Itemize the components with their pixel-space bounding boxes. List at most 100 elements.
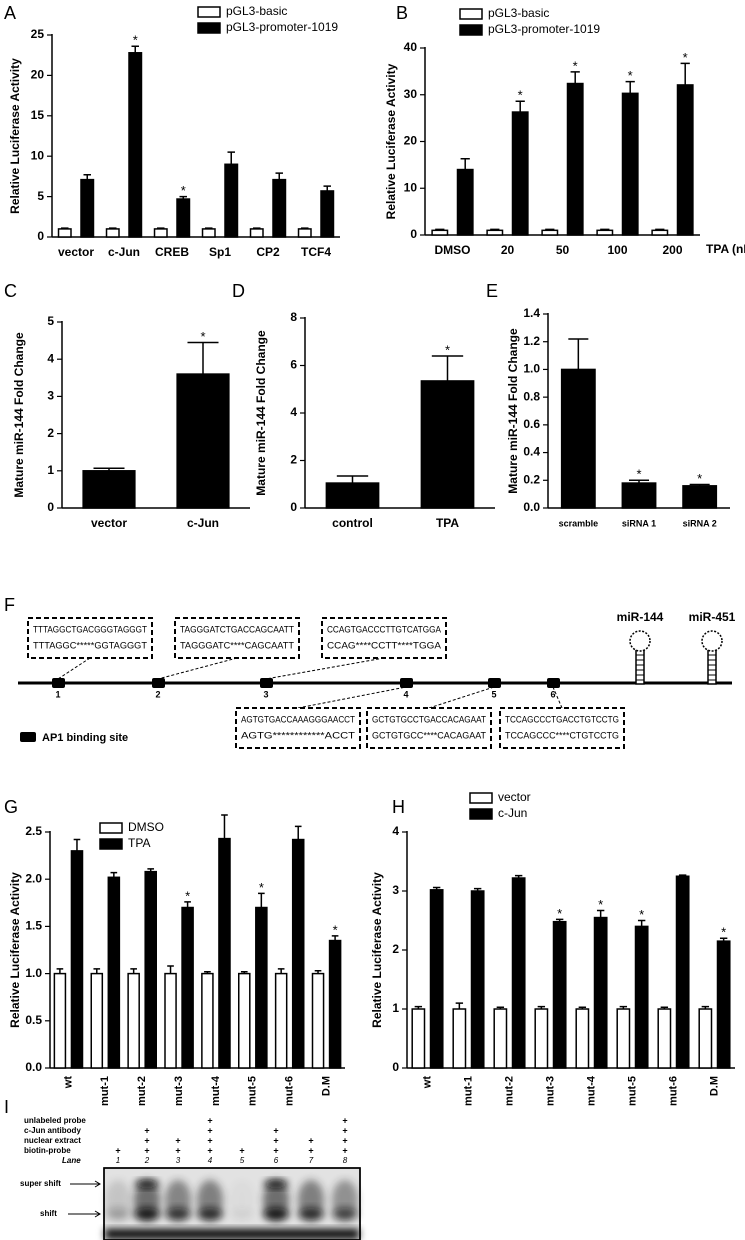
mirna-loop xyxy=(701,630,723,652)
binding-site xyxy=(400,678,413,688)
y-tick-label: 2 xyxy=(47,426,54,440)
significance-label: * xyxy=(683,50,688,65)
supershift-band xyxy=(264,1180,288,1188)
error-bar xyxy=(56,968,64,974)
y-tick-label: 1.0 xyxy=(523,362,540,376)
significance-label: * xyxy=(573,58,578,73)
x-tick-label: mut-4 xyxy=(585,1075,597,1106)
bar xyxy=(297,228,312,238)
y-tick-label: 0 xyxy=(290,500,297,514)
x-axis-label: TPA (nM) xyxy=(706,242,745,256)
lane-mark: + xyxy=(308,1135,313,1145)
y-tick-label: 40 xyxy=(404,40,418,54)
band-marker: shift xyxy=(40,1209,57,1218)
x-tick-label: c-Jun xyxy=(187,516,219,530)
gene-label: miR-451 xyxy=(689,610,736,624)
significance-label: * xyxy=(259,880,264,895)
bar xyxy=(224,163,239,238)
bar xyxy=(575,1008,590,1069)
y-tick-label: 5 xyxy=(47,314,54,328)
bar xyxy=(682,485,718,509)
wt-sequence: TTTAGGCTGACGGGTAGGGT xyxy=(33,625,147,636)
x-tick-label: vector xyxy=(91,516,127,530)
legend-swatch xyxy=(469,792,493,804)
wt-sequence: AGTGTGACCAAAGGGAACCT xyxy=(241,715,355,726)
y-tick-label: 8 xyxy=(290,310,297,324)
legend-label: AP1 binding site xyxy=(42,732,128,744)
x-tick-label: CREB xyxy=(155,245,189,259)
lane-mark: + xyxy=(144,1125,149,1135)
bar xyxy=(320,190,335,238)
row-label: unlabeled probe xyxy=(24,1116,86,1125)
x-tick-label: Sp1 xyxy=(209,245,231,259)
error-bar xyxy=(596,909,605,918)
sequence-box xyxy=(27,617,153,659)
bar xyxy=(328,939,342,1069)
error-bar xyxy=(93,968,101,974)
bar xyxy=(80,178,95,238)
x-tick-label: D.M xyxy=(320,1076,332,1096)
sequence-box xyxy=(321,617,447,659)
sequence-box xyxy=(174,617,300,659)
y-tick-label: 0.0 xyxy=(523,500,540,514)
lane-mark: + xyxy=(144,1145,149,1155)
x-tick-label: wt xyxy=(62,1076,74,1090)
bar xyxy=(70,850,84,1069)
error-bar xyxy=(187,341,219,375)
y-tick-label: 20 xyxy=(31,68,45,82)
gene-label: miR-144 xyxy=(617,610,664,624)
legend-label: vector xyxy=(498,790,531,804)
lane-mark: + xyxy=(207,1145,212,1155)
error-bar xyxy=(515,100,525,113)
lane-number: 5 xyxy=(240,1156,245,1165)
bar xyxy=(53,972,67,1069)
x-tick-label: 100 xyxy=(607,243,627,257)
significance-label: * xyxy=(636,467,641,482)
y-tick-label: 10 xyxy=(404,180,418,194)
panel-letter: F xyxy=(4,595,15,615)
marker-arrow xyxy=(70,1180,101,1188)
bar xyxy=(634,925,649,1069)
bar xyxy=(616,1008,631,1069)
x-tick-label: TCF4 xyxy=(301,245,331,259)
lane-mark: + xyxy=(144,1135,149,1145)
mut-sequence: TCCAGCCC****CTGTCCTG xyxy=(505,731,619,742)
lane-number: 7 xyxy=(309,1156,314,1165)
bar xyxy=(552,920,567,1069)
y-tick-label: 4 xyxy=(290,405,297,419)
significance-label: * xyxy=(133,33,138,48)
sequence-box xyxy=(499,707,625,749)
y-tick-label: 4 xyxy=(47,351,54,365)
lane-number: 2 xyxy=(144,1156,150,1165)
bar xyxy=(164,972,177,1069)
row-label: nuclear extract xyxy=(24,1136,81,1145)
legend-swatch xyxy=(459,24,483,36)
y-tick-label: 2.0 xyxy=(25,871,42,885)
bar xyxy=(144,870,157,1069)
shift-band xyxy=(263,1208,289,1220)
panel-letter: G xyxy=(4,797,18,817)
gel-border xyxy=(103,1167,361,1240)
mut-sequence: AGTG************ACCT xyxy=(241,731,355,742)
x-tick-label: CP2 xyxy=(256,245,280,259)
bar xyxy=(201,228,216,238)
significance-label: * xyxy=(333,922,338,937)
row-label: c-Jun antibody xyxy=(24,1126,81,1135)
error-bar xyxy=(625,80,635,94)
error-bar xyxy=(83,174,91,180)
significance-label: * xyxy=(181,183,186,198)
y-tick-label: 2 xyxy=(290,453,297,467)
x-tick-label: mut-2 xyxy=(136,1076,148,1106)
significance-label: * xyxy=(639,907,644,922)
x-tick-label: scramble xyxy=(559,518,599,528)
panel-letter: I xyxy=(4,1097,9,1117)
bar xyxy=(107,876,121,1069)
wt-sequence: TAGGGATCTGACCAGCAATT xyxy=(180,625,294,636)
error-bar xyxy=(73,838,81,851)
bar xyxy=(452,1008,467,1069)
x-tick-label: control xyxy=(332,516,373,530)
x-tick-label: DMSO xyxy=(435,243,471,257)
shift-band xyxy=(298,1208,324,1220)
bar xyxy=(272,178,287,238)
